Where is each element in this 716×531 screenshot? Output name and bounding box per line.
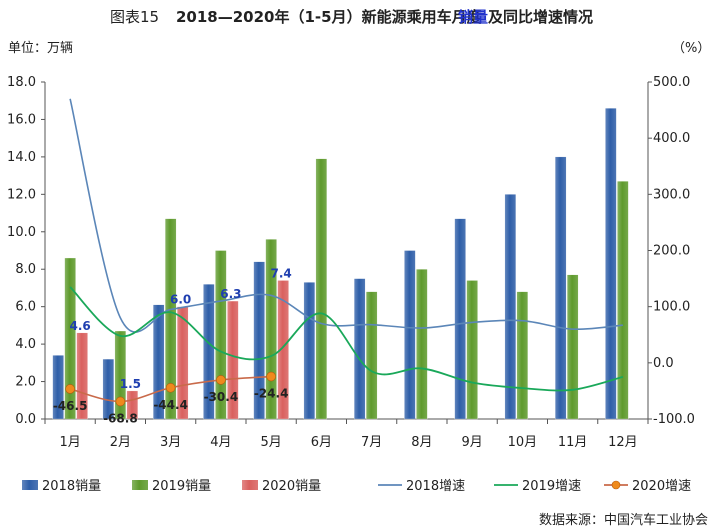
bar-2019销量-8月 <box>416 269 428 420</box>
x-tick-label: 6月 <box>311 435 332 450</box>
x-tick-label: 3月 <box>160 435 181 450</box>
bar-2018销量-4月 <box>203 284 215 420</box>
legend-swatch-2020销量 <box>242 480 258 490</box>
left-tick-label: 18.0 <box>7 75 36 90</box>
point-2020增速-3月 <box>165 382 176 393</box>
left-axis-unit: 单位：万辆 <box>8 41 73 56</box>
legend-marker-2020增速 <box>611 480 621 490</box>
legend-label-2019增速: 2019增速 <box>522 479 581 494</box>
bar-2018销量-5月 <box>253 261 265 420</box>
legend-label-2020增速: 2020增速 <box>632 479 691 494</box>
bar-2019销量-1月 <box>64 257 76 420</box>
bar-2018销量-1月 <box>52 355 64 420</box>
legend-label-2018增速: 2018增速 <box>406 479 465 494</box>
left-tick-label: 8.0 <box>15 262 36 277</box>
bar-2019销量-5月 <box>265 239 277 420</box>
legend-label-2020销量: 2020销量 <box>262 479 321 494</box>
right-tick-label: 300.0 <box>653 187 690 202</box>
right-tick-label: 200.0 <box>653 244 690 259</box>
x-tick-label: 2月 <box>110 435 131 450</box>
bar-2019销量-10月 <box>516 291 529 420</box>
label-2020销量-4月: 6.3 <box>220 287 241 301</box>
label-2020销量-5月: 7.4 <box>270 266 291 280</box>
bar-2018销量-9月 <box>454 218 466 420</box>
x-tick-label: 9月 <box>461 435 482 450</box>
legend-label-2018销量: 2018销量 <box>42 479 101 494</box>
bar-2019销量-6月 <box>315 158 328 420</box>
right-tick-label: 500.0 <box>653 75 690 90</box>
bar-2020销量-5月 <box>277 280 289 420</box>
source-note: 数据来源：中国汽车工业协会 <box>539 512 708 528</box>
label-2020销量-3月: 6.0 <box>170 293 191 307</box>
left-tick-label: 10.0 <box>7 225 36 240</box>
bar-2020销量-1月 <box>76 332 88 420</box>
legend-swatch-2018销量 <box>22 480 38 490</box>
bar-2018销量-6月 <box>303 282 316 420</box>
x-tick-label: 5月 <box>260 435 281 450</box>
bar-2018销量-3月 <box>152 304 165 420</box>
point-2020增速-1月 <box>65 384 75 394</box>
right-tick-label: 400.0 <box>653 131 690 146</box>
point-2020增速-5月 <box>266 371 276 382</box>
x-tick-label: 7月 <box>361 435 382 450</box>
label-2020增速-4月: -30.4 <box>204 390 239 404</box>
legend-swatch-2019销量 <box>132 480 148 490</box>
label-2020增速-3月: -44.4 <box>153 398 188 412</box>
chart-title: 图表15 2018—2020年（1-5月）新能源乘用车月度 销量 及同比增速情况 <box>110 8 593 26</box>
right-tick-label: 0.0 <box>653 356 674 371</box>
bar-2019销量-9月 <box>466 280 478 420</box>
x-tick-label: 12月 <box>608 435 638 450</box>
left-tick-label: 6.0 <box>15 300 36 315</box>
bar-2019销量-11月 <box>566 274 579 420</box>
bar-2018销量-12月 <box>605 108 617 420</box>
bar-2019销量-7月 <box>365 291 378 420</box>
title-prefix: 图表15 <box>110 8 159 26</box>
lines <box>65 98 624 407</box>
label-2020增速-5月: -24.4 <box>254 387 289 401</box>
label-2020销量-1月: 4.6 <box>69 319 90 333</box>
x-tick-label: 11月 <box>558 435 588 450</box>
data-labels: 4.6 1.5 6.0 6.3 7.4 -46.5 -68.8 -44.4 -30.4 -24.4 <box>53 266 292 425</box>
line-2018增速 <box>69 98 623 333</box>
bar-2018销量-8月 <box>404 250 416 420</box>
bar-2019销量-4月 <box>215 250 227 420</box>
left-tick-label: 0.0 <box>15 412 36 427</box>
bar-2020销量-4月 <box>227 300 239 420</box>
point-2020增速-4月 <box>216 375 226 385</box>
left-tick-label: 2.0 <box>15 375 36 390</box>
bar-2018销量-7月 <box>353 278 366 420</box>
x-tick-label: 4月 <box>210 435 231 450</box>
title-main: 2018—2020年（1-5月）新能源乘用车月度 <box>176 8 483 26</box>
legend-label-2019销量: 2019销量 <box>152 479 211 494</box>
x-tick-label: 8月 <box>411 435 432 450</box>
bar-2020销量-2月 <box>126 390 139 420</box>
point-2020增速-2月 <box>115 396 126 407</box>
left-tick-label: 14.0 <box>7 150 36 165</box>
left-tick-label: 12.0 <box>7 187 36 202</box>
bar-2019销量-3月 <box>164 218 177 420</box>
left-tick-label: 4.0 <box>15 337 36 352</box>
right-tick-label: 100.0 <box>653 300 690 315</box>
right-tick-label: -100.0 <box>653 412 695 427</box>
right-axis-unit: （%） <box>672 41 710 56</box>
title-accent: 销量 <box>458 8 488 26</box>
bar-2018销量-10月 <box>504 194 517 420</box>
bar-2018销量-2月 <box>102 358 115 420</box>
axes: 0.0 2.0 4.0 6.0 8.0 10.0 12.0 14.0 16.0 18.0 -100.… <box>7 75 695 450</box>
line-2019增速 <box>69 286 624 392</box>
bar-2018销量-11月 <box>554 156 567 420</box>
bars <box>52 108 629 420</box>
x-tick-label: 1月 <box>59 435 80 450</box>
left-tick-label: 16.0 <box>7 112 36 127</box>
label-2020增速-1月: -46.5 <box>53 399 88 413</box>
title-suffix: 及同比增速情况 <box>488 8 593 26</box>
bar-2019销量-12月 <box>617 181 629 420</box>
label-2020销量-2月: 1.5 <box>120 377 141 391</box>
x-tick-label: 10月 <box>508 435 538 450</box>
bar-2019销量-2月 <box>114 330 127 420</box>
label-2020增速-2月: -68.8 <box>103 411 138 425</box>
legend: 2018销量 2019销量 2020销量 2018增速 2019增速 2020增速 <box>22 479 691 494</box>
